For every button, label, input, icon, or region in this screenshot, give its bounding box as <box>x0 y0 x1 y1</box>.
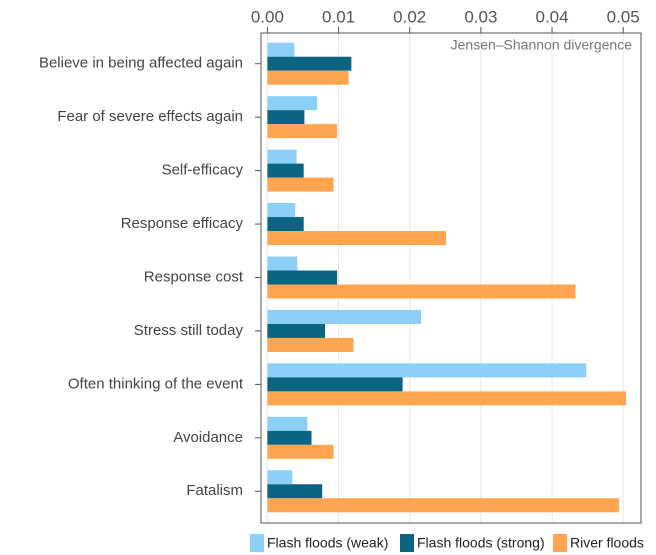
x-tick-label: 0.02 <box>393 7 426 26</box>
legend-swatch <box>400 534 414 552</box>
bar <box>267 70 349 85</box>
legend-swatch <box>553 534 567 552</box>
bar <box>267 270 338 285</box>
bar <box>267 470 293 485</box>
legend-label: Flash floods (strong) <box>417 535 545 551</box>
y-tick-label: Response efficacy <box>121 215 244 232</box>
bar <box>267 391 627 406</box>
bar <box>267 337 354 352</box>
bar <box>267 217 304 232</box>
bar <box>267 256 298 271</box>
y-tick-label: Believe in being affected again <box>39 55 243 72</box>
y-tick-label: Response cost <box>144 268 244 285</box>
bar <box>267 363 587 378</box>
bar <box>267 110 305 125</box>
bar <box>267 309 422 324</box>
bar <box>267 203 296 218</box>
legend-swatch <box>250 534 264 552</box>
x-tick-label: 0.03 <box>464 7 497 26</box>
y-tick-label: Self-efficacy <box>162 162 244 179</box>
legend-label: River floods <box>570 535 644 551</box>
bar <box>267 377 403 392</box>
bar <box>267 96 318 111</box>
x-tick-label: 0.00 <box>251 7 284 26</box>
legend-label: Flash floods (weak) <box>267 535 388 551</box>
bar <box>267 163 304 178</box>
bar <box>267 56 352 71</box>
bar <box>267 231 447 246</box>
bar <box>267 484 323 499</box>
bar <box>267 444 334 459</box>
bar <box>267 430 312 445</box>
bar <box>267 124 338 139</box>
bar <box>267 149 297 164</box>
y-tick-label: Stress still today <box>134 322 244 339</box>
y-tick-label: Fear of severe effects again <box>57 108 243 125</box>
bar <box>267 323 326 338</box>
y-tick-label: Often thinking of the event <box>68 375 244 392</box>
y-tick-label: Avoidance <box>173 429 243 446</box>
bar <box>267 177 334 192</box>
bar <box>267 498 619 513</box>
x-tick-label: 0.05 <box>607 7 640 26</box>
bar <box>267 416 308 431</box>
bar <box>267 284 576 299</box>
x-tick-label: 0.04 <box>536 7 569 26</box>
y-tick-label: Fatalism <box>186 482 243 499</box>
annotation: Jensen–Shannon divergence <box>451 37 633 53</box>
bar <box>267 42 295 57</box>
x-tick-label: 0.01 <box>322 7 355 26</box>
